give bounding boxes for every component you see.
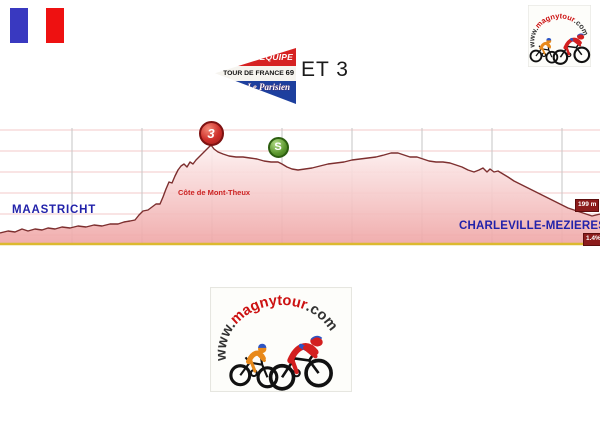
climb-category-number: 3: [207, 125, 215, 141]
le-parisien-logo-text: Le Parisien: [247, 82, 290, 92]
profile-area: [0, 145, 600, 244]
finish-city-label: CHARLEVILLE-MEZIERES: [459, 220, 600, 232]
magnytour-logo-large: www.magnytour.com: [210, 287, 352, 392]
sprint-marker: S: [267, 136, 289, 158]
profile-line: [0, 144, 600, 234]
flag-red-stripe: [46, 8, 64, 43]
flag-white-stripe: [28, 8, 46, 43]
category-3-climb-marker: 3: [198, 120, 224, 146]
magnytour-logo-small: www.magnytour.com: [528, 5, 591, 67]
flag-blue-stripe: [10, 8, 28, 43]
tour-label: TOUR DE FRANCE: [223, 70, 284, 77]
tour-de-france-text: TOUR DE FRANCE 69: [215, 68, 294, 77]
logo-box: [210, 287, 352, 392]
finish-elevation-badge: 199 m: [575, 199, 600, 212]
tour-year: 69: [285, 68, 294, 77]
sprint-symbol: S: [274, 141, 282, 153]
climb-name-label: Côte de Mont-Theux: [178, 188, 251, 197]
start-city-label: MAASTRICHT: [12, 204, 97, 216]
finish-gradient-badge: 1.4%: [583, 233, 600, 246]
stage-number-label: ET 3: [301, 58, 349, 81]
france-flag-icon: [10, 8, 64, 43]
pennant-white-band: [215, 66, 296, 81]
lequipe-logo-text: L'EQUIPE: [252, 52, 293, 62]
